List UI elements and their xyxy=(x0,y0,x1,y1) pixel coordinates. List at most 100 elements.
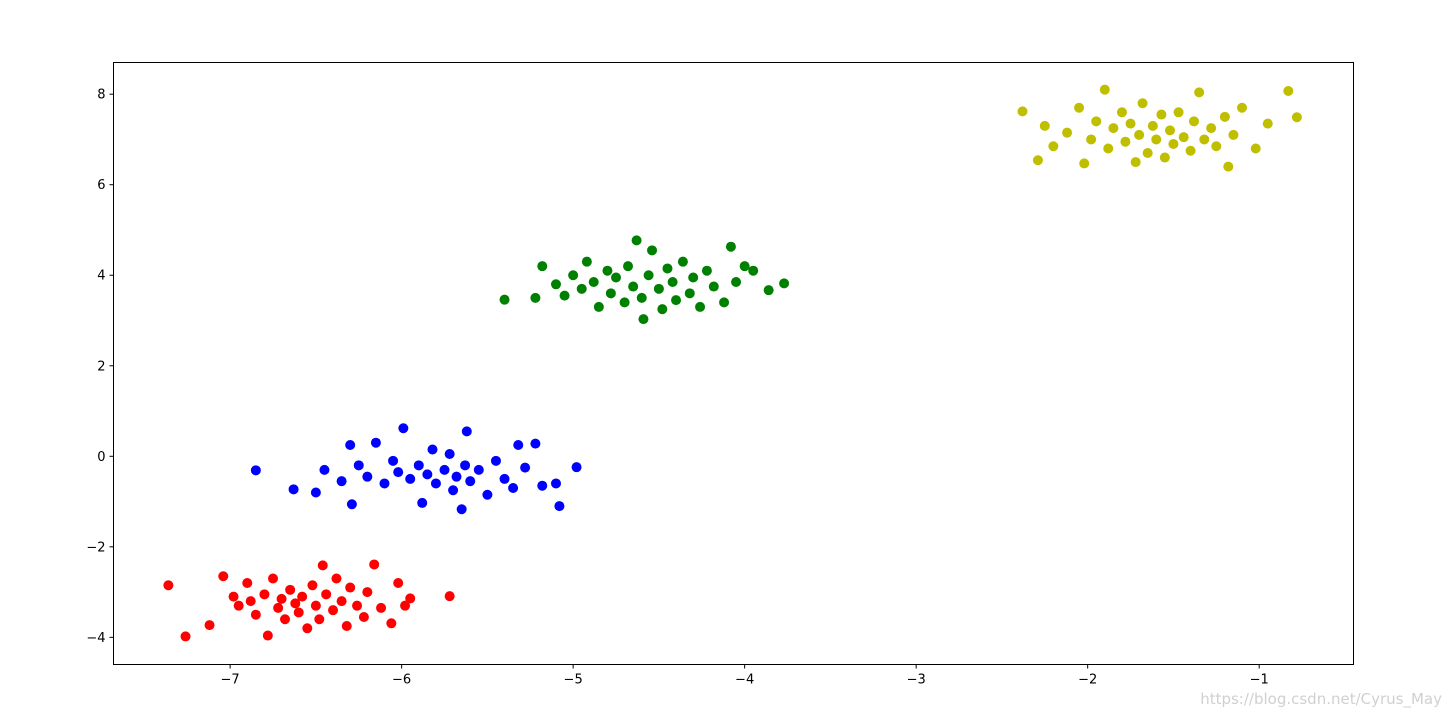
data-point xyxy=(1130,157,1141,168)
y-tick-label: 6 xyxy=(97,178,105,193)
data-point xyxy=(520,462,531,473)
data-point xyxy=(293,607,304,618)
x-tick-label: −6 xyxy=(392,673,411,688)
data-point xyxy=(748,265,759,276)
data-point xyxy=(427,444,438,455)
data-point xyxy=(1185,145,1196,156)
data-point xyxy=(336,596,347,607)
data-point xyxy=(1134,129,1145,140)
data-point xyxy=(1116,107,1127,118)
data-point xyxy=(1283,86,1294,97)
data-point xyxy=(1194,87,1205,98)
data-point xyxy=(1262,118,1273,129)
data-point xyxy=(708,281,719,292)
data-point xyxy=(268,573,279,584)
data-point xyxy=(571,462,582,473)
data-point xyxy=(667,277,678,288)
data-point xyxy=(285,584,296,595)
data-point xyxy=(386,618,397,629)
data-point xyxy=(1147,120,1158,131)
data-point xyxy=(677,256,688,267)
data-point xyxy=(588,277,599,288)
data-point xyxy=(537,261,548,272)
data-point xyxy=(643,270,654,281)
data-point xyxy=(1199,134,1210,145)
data-point xyxy=(1250,143,1261,154)
data-point xyxy=(1168,138,1179,149)
data-point xyxy=(1159,152,1170,163)
data-point xyxy=(422,469,433,480)
data-point xyxy=(448,485,459,496)
data-point xyxy=(671,295,682,306)
data-point xyxy=(1211,141,1222,152)
data-point xyxy=(180,631,191,642)
data-point xyxy=(393,467,404,478)
data-point xyxy=(550,279,561,290)
data-point xyxy=(1125,118,1136,129)
data-point xyxy=(530,292,541,303)
data-point xyxy=(362,587,373,598)
data-point xyxy=(388,455,399,466)
data-point xyxy=(688,272,699,283)
data-point xyxy=(581,256,592,267)
data-point xyxy=(559,290,570,301)
data-point xyxy=(1074,102,1085,113)
data-point xyxy=(636,292,647,303)
data-point xyxy=(482,489,493,500)
data-point xyxy=(611,272,622,283)
data-point xyxy=(379,478,390,489)
data-point xyxy=(341,621,352,632)
data-point xyxy=(1178,132,1189,143)
data-point xyxy=(1206,123,1217,134)
data-point xyxy=(657,304,668,315)
data-point xyxy=(290,598,301,609)
data-point xyxy=(405,473,416,484)
data-point xyxy=(405,593,416,604)
data-point xyxy=(413,460,424,471)
series-0 xyxy=(163,559,455,642)
data-point xyxy=(725,241,736,252)
x-tick-label: −3 xyxy=(907,673,926,688)
data-point xyxy=(684,288,695,299)
data-point xyxy=(430,478,441,489)
data-point xyxy=(513,439,524,450)
data-point xyxy=(763,285,774,296)
data-point xyxy=(1164,125,1175,136)
data-point xyxy=(245,596,256,607)
data-point xyxy=(233,600,244,611)
data-point xyxy=(439,464,450,475)
data-point xyxy=(1017,106,1028,117)
data-point xyxy=(1151,134,1162,145)
data-point xyxy=(444,591,455,602)
data-point xyxy=(461,426,472,437)
data-point xyxy=(376,602,387,613)
data-point xyxy=(1086,134,1097,145)
data-point xyxy=(314,614,325,625)
y-tick-label: −2 xyxy=(86,540,105,555)
data-point xyxy=(310,600,321,611)
y-tick-label: 4 xyxy=(97,269,105,284)
data-point xyxy=(662,263,673,274)
data-point xyxy=(336,476,347,487)
series-2 xyxy=(499,235,790,325)
data-point xyxy=(1223,161,1234,172)
data-point xyxy=(1237,102,1248,113)
data-point xyxy=(400,600,411,611)
data-point xyxy=(719,297,730,308)
data-point xyxy=(508,482,519,493)
data-point xyxy=(242,578,253,589)
plot-frame xyxy=(113,62,1354,665)
data-point xyxy=(619,297,630,308)
y-tick-label: −4 xyxy=(86,631,105,646)
data-point xyxy=(623,261,634,272)
y-tick-label: 0 xyxy=(97,450,105,465)
data-point xyxy=(1108,123,1119,134)
data-point xyxy=(345,439,356,450)
data-point xyxy=(353,460,364,471)
data-point xyxy=(602,265,613,276)
data-point xyxy=(647,245,658,256)
data-point xyxy=(537,480,548,491)
data-point xyxy=(1079,158,1090,169)
data-point xyxy=(701,265,712,276)
data-point xyxy=(605,288,616,299)
